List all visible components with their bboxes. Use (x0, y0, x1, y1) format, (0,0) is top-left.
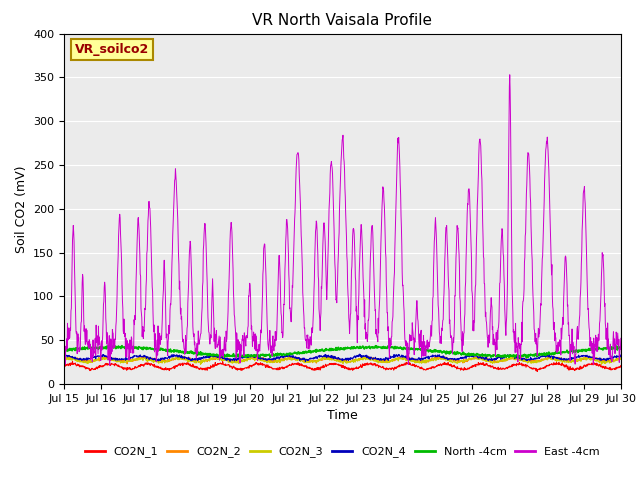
Line: CO2N_1: CO2N_1 (64, 361, 621, 372)
CO2N_2 (247, 356, 255, 361)
CO2N_4 (502, 355, 510, 360)
CO2N_3 (552, 358, 559, 363)
CO2N_4 (301, 359, 309, 364)
East -4cm (506, 72, 513, 78)
North -4cm (171, 348, 179, 354)
CO2N_3 (546, 354, 554, 360)
East -4cm (502, 333, 509, 338)
Line: CO2N_2: CO2N_2 (64, 356, 621, 364)
North -4cm (552, 351, 559, 357)
East -4cm (617, 336, 625, 341)
Line: CO2N_4: CO2N_4 (64, 354, 621, 361)
CO2N_3 (170, 356, 178, 362)
CO2N_4 (356, 351, 364, 357)
East -4cm (246, 292, 254, 298)
CO2N_4 (617, 353, 625, 359)
East -4cm (106, 362, 113, 368)
CO2N_2 (429, 356, 437, 362)
Line: East -4cm: East -4cm (64, 75, 621, 365)
North -4cm (617, 345, 625, 350)
CO2N_4 (184, 355, 191, 361)
Legend: CO2N_1, CO2N_2, CO2N_3, CO2N_4, North -4cm, East -4cm: CO2N_1, CO2N_2, CO2N_3, CO2N_4, North -4… (81, 442, 604, 462)
CO2N_3 (60, 357, 68, 363)
CO2N_2 (552, 355, 559, 360)
Title: VR North Vaisala Profile: VR North Vaisala Profile (252, 13, 433, 28)
East -4cm (429, 294, 437, 300)
North -4cm (60, 346, 68, 352)
CO2N_3 (617, 355, 625, 360)
North -4cm (246, 352, 254, 358)
X-axis label: Time: Time (327, 409, 358, 422)
CO2N_4 (552, 355, 559, 360)
CO2N_2 (502, 356, 510, 362)
CO2N_2 (185, 356, 193, 361)
CO2N_2 (617, 356, 625, 362)
CO2N_3 (429, 358, 437, 364)
Y-axis label: Soil CO2 (mV): Soil CO2 (mV) (15, 165, 28, 252)
CO2N_4 (429, 354, 437, 360)
East -4cm (552, 336, 559, 341)
CO2N_1 (502, 365, 509, 371)
CO2N_3 (196, 361, 204, 367)
CO2N_1 (552, 360, 559, 366)
North -4cm (184, 350, 192, 356)
CO2N_2 (124, 361, 131, 367)
Text: VR_soilco2: VR_soilco2 (75, 43, 149, 56)
North -4cm (429, 348, 437, 354)
CO2N_4 (60, 352, 68, 358)
North -4cm (522, 355, 530, 360)
CO2N_3 (246, 355, 254, 360)
CO2N_4 (170, 353, 178, 359)
CO2N_4 (246, 353, 254, 359)
CO2N_3 (502, 358, 509, 364)
CO2N_1 (68, 359, 76, 364)
Line: CO2N_3: CO2N_3 (64, 357, 621, 364)
East -4cm (184, 290, 192, 296)
CO2N_2 (60, 356, 68, 361)
CO2N_2 (177, 353, 185, 359)
CO2N_1 (617, 363, 625, 369)
Line: North -4cm: North -4cm (64, 346, 621, 358)
CO2N_3 (184, 359, 191, 365)
CO2N_2 (171, 356, 179, 361)
CO2N_1 (533, 369, 541, 374)
East -4cm (60, 349, 68, 355)
CO2N_1 (246, 363, 254, 369)
East -4cm (171, 177, 179, 183)
North -4cm (118, 343, 126, 348)
CO2N_1 (171, 366, 179, 372)
CO2N_1 (184, 361, 192, 367)
North -4cm (502, 354, 509, 360)
CO2N_1 (429, 365, 437, 371)
CO2N_1 (60, 364, 68, 370)
